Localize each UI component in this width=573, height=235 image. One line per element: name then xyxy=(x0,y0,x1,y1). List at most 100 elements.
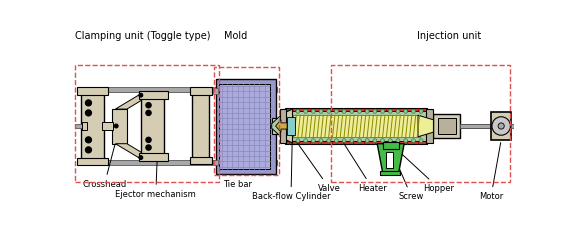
Circle shape xyxy=(288,139,292,143)
Circle shape xyxy=(350,110,354,113)
Circle shape xyxy=(319,139,323,143)
Polygon shape xyxy=(286,111,426,141)
Circle shape xyxy=(85,100,92,106)
Circle shape xyxy=(365,139,369,143)
Bar xyxy=(74,65,219,182)
Text: Crosshead: Crosshead xyxy=(83,143,127,189)
Circle shape xyxy=(358,110,362,113)
Bar xyxy=(193,91,209,161)
Circle shape xyxy=(311,139,315,143)
Text: Motor: Motor xyxy=(479,143,503,201)
Circle shape xyxy=(85,137,92,143)
Bar xyxy=(331,65,509,182)
Circle shape xyxy=(419,139,423,143)
Circle shape xyxy=(380,110,384,113)
Text: Mold: Mold xyxy=(224,31,247,40)
Circle shape xyxy=(358,139,362,143)
Circle shape xyxy=(146,102,151,108)
Bar xyxy=(139,91,168,99)
Circle shape xyxy=(419,110,423,113)
Polygon shape xyxy=(282,109,292,143)
Circle shape xyxy=(373,139,377,143)
Circle shape xyxy=(396,139,400,143)
Bar xyxy=(112,109,127,144)
Bar xyxy=(83,122,87,130)
Circle shape xyxy=(327,139,331,143)
Circle shape xyxy=(492,117,511,135)
Polygon shape xyxy=(276,120,287,132)
Bar xyxy=(81,90,104,163)
Text: Injection unit: Injection unit xyxy=(417,31,481,40)
Circle shape xyxy=(380,139,384,143)
Circle shape xyxy=(146,110,151,116)
Bar xyxy=(491,112,511,140)
Bar xyxy=(215,79,276,174)
Circle shape xyxy=(335,139,338,143)
Circle shape xyxy=(396,110,400,113)
Circle shape xyxy=(139,156,143,160)
Bar xyxy=(214,67,278,175)
Text: Heater: Heater xyxy=(344,144,387,193)
Circle shape xyxy=(304,110,308,113)
Circle shape xyxy=(146,145,151,150)
Bar xyxy=(460,124,491,128)
Circle shape xyxy=(411,110,415,113)
Text: Screw: Screw xyxy=(382,129,424,201)
Text: Valve: Valve xyxy=(289,131,341,193)
Circle shape xyxy=(350,139,354,143)
Circle shape xyxy=(319,110,323,113)
Circle shape xyxy=(335,110,338,113)
Text: Hopper: Hopper xyxy=(398,151,454,193)
Circle shape xyxy=(388,139,393,143)
Circle shape xyxy=(373,110,377,113)
Bar xyxy=(386,152,394,168)
Bar xyxy=(287,117,295,135)
Text: Tie bar: Tie bar xyxy=(223,168,252,189)
Text: Back-flow Cylinder: Back-flow Cylinder xyxy=(252,129,330,201)
Circle shape xyxy=(498,123,504,129)
Bar xyxy=(77,157,108,165)
Bar xyxy=(426,109,433,143)
Bar xyxy=(280,109,286,143)
Bar xyxy=(74,124,83,128)
Circle shape xyxy=(404,110,407,113)
Polygon shape xyxy=(115,144,150,157)
Circle shape xyxy=(342,110,346,113)
Bar xyxy=(213,88,218,94)
Bar xyxy=(380,171,401,175)
Circle shape xyxy=(388,110,393,113)
Bar xyxy=(438,118,456,134)
Bar xyxy=(272,118,284,134)
Circle shape xyxy=(139,93,143,97)
Bar xyxy=(141,95,164,157)
Circle shape xyxy=(365,110,369,113)
Bar xyxy=(219,84,270,169)
Polygon shape xyxy=(285,107,427,145)
Bar xyxy=(81,160,277,165)
Bar xyxy=(190,157,211,164)
Polygon shape xyxy=(115,95,150,109)
Bar xyxy=(292,115,419,137)
Circle shape xyxy=(342,139,346,143)
Polygon shape xyxy=(272,114,282,138)
Circle shape xyxy=(404,139,407,143)
Circle shape xyxy=(85,110,92,116)
Polygon shape xyxy=(418,115,433,137)
Text: Clamping unit (Toggle type): Clamping unit (Toggle type) xyxy=(74,31,210,40)
Bar xyxy=(77,87,108,95)
Bar xyxy=(433,114,460,138)
Circle shape xyxy=(327,110,331,113)
Circle shape xyxy=(114,124,118,128)
Circle shape xyxy=(411,139,415,143)
Circle shape xyxy=(85,147,92,153)
Bar xyxy=(511,124,514,128)
Bar xyxy=(213,160,218,165)
Circle shape xyxy=(288,110,292,113)
Text: Ejector mechanism: Ejector mechanism xyxy=(115,146,196,199)
Bar xyxy=(139,153,168,161)
Bar xyxy=(81,87,277,92)
Circle shape xyxy=(296,139,300,143)
Circle shape xyxy=(311,110,315,113)
Bar xyxy=(190,87,211,95)
Circle shape xyxy=(304,139,308,143)
